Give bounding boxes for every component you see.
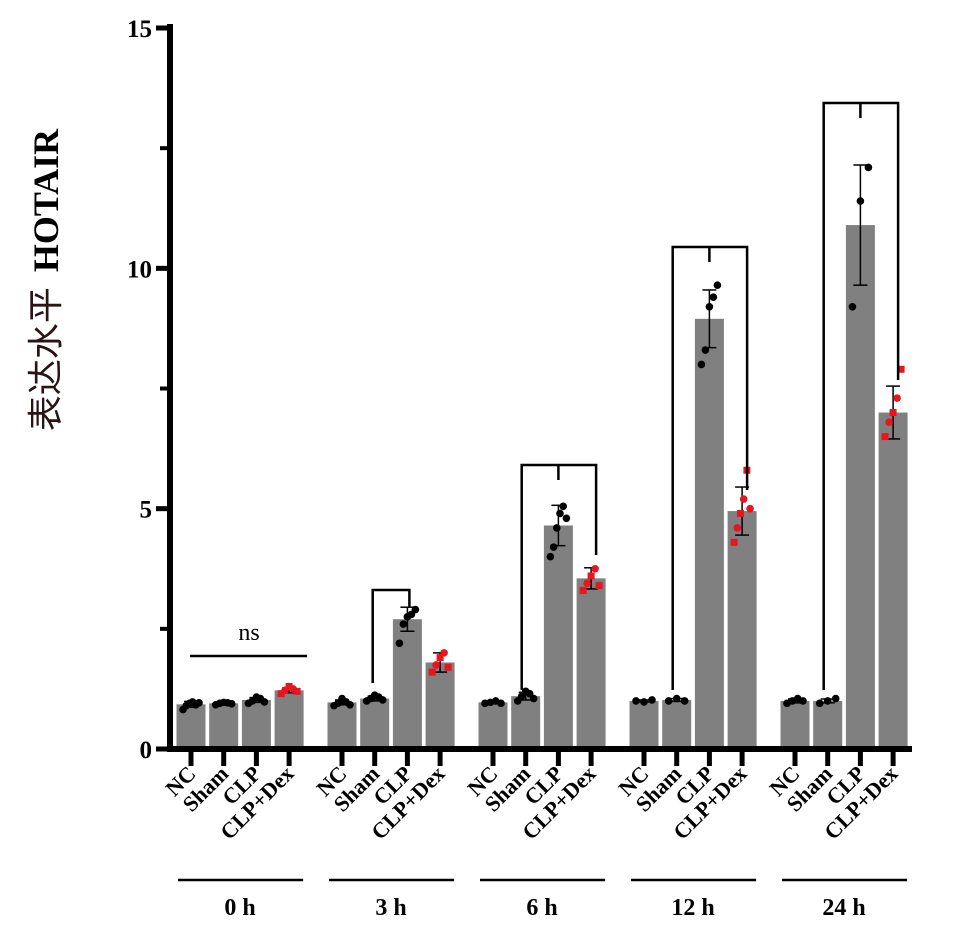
- data-point: [737, 509, 744, 517]
- bar-24h-Sham: [813, 700, 843, 749]
- group-label: 6 h: [526, 895, 557, 921]
- group-label: 24 h: [822, 895, 865, 921]
- data-point: [848, 302, 857, 311]
- data-point: [595, 582, 603, 590]
- group-label: 3 h: [375, 895, 406, 921]
- y-axis-label-gene: HOTAIR: [26, 128, 66, 272]
- data-point: [411, 605, 420, 614]
- data-point: [553, 524, 561, 532]
- data-point: [881, 433, 889, 441]
- y-tick-label: 5: [140, 497, 153, 524]
- data-point: [587, 572, 595, 580]
- data-point: [591, 564, 599, 573]
- data-point: [664, 697, 673, 705]
- bar-6h-NC: [478, 702, 508, 749]
- bar-24h-NC: [780, 700, 810, 749]
- data-point: [648, 696, 656, 704]
- bar-6h-CLP+Dex: [576, 578, 606, 749]
- bar-12h-NC: [629, 700, 659, 749]
- bar-12h-CLP+Dex: [727, 511, 757, 749]
- bar-0h-CLP: [241, 699, 271, 749]
- bar-0h-Sham: [209, 703, 239, 749]
- data-point: [556, 509, 564, 518]
- y-tick-label: 0: [140, 737, 153, 764]
- data-point: [395, 639, 404, 648]
- data-point: [746, 504, 754, 513]
- data-point: [640, 698, 648, 706]
- group-label: 0 h: [224, 895, 255, 921]
- bar-3h-Sham: [360, 698, 390, 749]
- bar-24h-CLP: [845, 225, 875, 749]
- data-point: [680, 697, 689, 705]
- data-point: [823, 697, 832, 705]
- data-point: [277, 690, 285, 698]
- ns-label: ns: [238, 620, 259, 646]
- data-point: [815, 699, 824, 708]
- significance-annotations: ns: [190, 101, 900, 690]
- data-point: [260, 698, 269, 706]
- data-point: [831, 694, 840, 703]
- data-point: [697, 360, 706, 369]
- y-tick-label: 10: [127, 256, 152, 283]
- data-point: [705, 302, 714, 311]
- bar-3h-CLP+Dex: [425, 662, 455, 749]
- data-point: [529, 694, 538, 703]
- data-point: [428, 668, 436, 676]
- data-point: [709, 293, 718, 301]
- bar-6h-CLP: [543, 525, 573, 749]
- bar-24h-CLP+Dex: [878, 412, 908, 749]
- bars: [176, 163, 908, 749]
- bar-12h-Sham: [662, 699, 692, 749]
- data-point: [546, 552, 555, 561]
- data-point: [856, 197, 865, 205]
- data-point: [733, 524, 742, 532]
- bar-3h-NC: [327, 702, 357, 749]
- data-point: [701, 346, 710, 354]
- y-axis-label-chinese: 表达水平: [26, 287, 67, 431]
- data-point: [672, 694, 681, 703]
- y-axis-label: 表达水平 HOTAIR: [26, 128, 67, 431]
- data-point: [227, 700, 236, 708]
- data-point: [346, 700, 354, 709]
- data-point: [444, 663, 452, 671]
- bar-0h-CLP+Dex: [274, 690, 304, 749]
- data-point: [497, 699, 505, 708]
- data-point: [432, 661, 440, 669]
- bar-12h-CLP: [694, 318, 724, 749]
- data-point: [562, 514, 571, 523]
- data-point: [285, 683, 293, 691]
- data-point: [399, 620, 408, 628]
- data-point: [739, 495, 748, 503]
- data-point: [293, 687, 301, 695]
- bar-6h-Sham: [511, 696, 541, 749]
- bar-3h-CLP: [392, 619, 422, 749]
- group-label: 12 h: [671, 895, 714, 921]
- data-point: [378, 696, 387, 704]
- data-point: [897, 365, 905, 373]
- data-point: [799, 697, 807, 705]
- data-point: [436, 654, 444, 662]
- data-point: [583, 579, 591, 587]
- data-point: [893, 394, 901, 402]
- data-point: [195, 699, 203, 707]
- data-point: [559, 502, 567, 511]
- data-point: [730, 538, 738, 546]
- data-point: [713, 281, 722, 289]
- y-tick-label: 15: [127, 16, 152, 43]
- data-point: [440, 649, 448, 657]
- significance-bracket-3h: [371, 588, 411, 683]
- data-point: [579, 586, 587, 594]
- data-point: [864, 163, 873, 172]
- data-point: [889, 409, 897, 417]
- data-point: [632, 697, 640, 705]
- data-point: [885, 418, 893, 426]
- data-point: [549, 543, 558, 551]
